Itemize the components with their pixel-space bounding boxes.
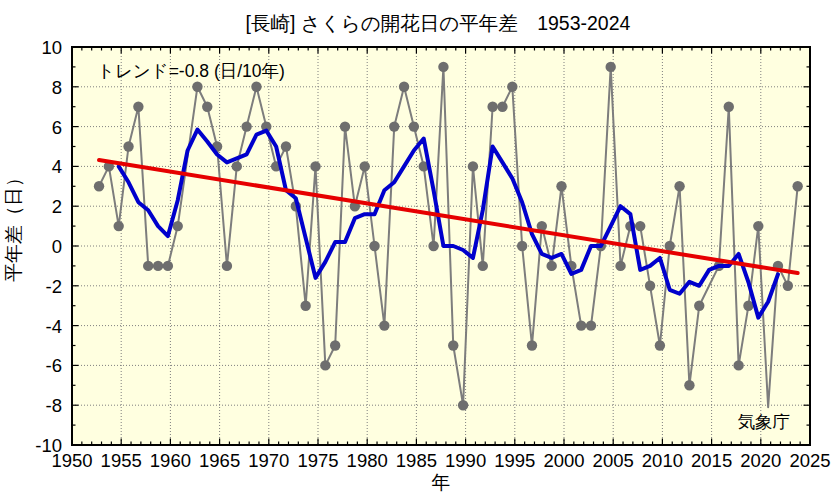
annual-marker [615,261,625,271]
annual-marker [497,102,507,112]
annual-marker [340,121,350,131]
y-tick-label: 10 [41,37,62,58]
x-tick-label: 1985 [396,450,437,471]
x-tick-label: 1970 [248,450,289,471]
annual-marker [389,121,399,131]
annual-marker [222,261,232,271]
annual-marker [173,221,183,231]
annual-marker [320,360,330,370]
y-tick-label: -2 [46,276,62,297]
annual-marker [507,82,517,92]
x-tick-label: 2020 [740,450,781,471]
annual-marker [586,320,596,330]
annual-marker [143,261,153,271]
annual-marker [458,400,468,410]
annual-marker [753,221,763,231]
x-tick-label: 1990 [445,450,486,471]
annual-marker [468,161,478,171]
y-tick-label: 8 [52,77,62,98]
agency-watermark: 気象庁 [738,412,791,432]
x-tick-label: 1965 [199,450,240,471]
x-tick-label: 2000 [543,450,584,471]
annual-marker [232,161,242,171]
x-tick-label: 1955 [101,450,142,471]
annual-marker [300,301,310,311]
x-tick-label: 2025 [789,450,830,471]
annual-marker [792,181,802,191]
annual-marker [783,281,793,291]
annual-marker [379,320,389,330]
annual-marker [202,102,212,112]
annual-marker [478,261,488,271]
annual-marker [153,261,163,271]
annual-marker [684,380,694,390]
x-tick-label: 1995 [494,450,535,471]
annual-marker [409,121,419,131]
annual-marker [556,181,566,191]
x-tick-label: 2005 [593,450,634,471]
chart-figure: -10-8-6-4-202468101950195519601965197019… [0,0,833,498]
annual-marker [606,62,616,72]
annual-marker [281,141,291,151]
annual-marker [251,82,261,92]
annual-marker [527,340,537,350]
annual-marker [576,320,586,330]
annual-marker [192,82,202,92]
x-tick-label: 1980 [347,450,388,471]
y-tick-label: -4 [46,316,62,337]
annual-marker [655,340,665,350]
annual-marker [674,181,684,191]
annual-marker [546,261,556,271]
annual-marker [645,281,655,291]
plot-canvas: -10-8-6-4-202468101950195519601965197019… [0,0,833,498]
annual-marker [94,181,104,191]
annual-marker [241,121,251,131]
x-tick-label: 1960 [150,450,191,471]
annual-marker [428,241,438,251]
annual-marker [310,161,320,171]
annual-marker [517,241,527,251]
y-tick-label: -8 [46,395,62,416]
x-axis-label: 年 [432,472,451,493]
chart-title: [長崎] さくらの開花日の平年差 1953-2024 [246,12,631,34]
annual-marker [399,82,409,92]
y-tick-label: -6 [46,355,62,376]
annual-marker [123,141,133,151]
x-tick-label: 1975 [297,450,338,471]
annual-marker [163,261,173,271]
trend-annotation: トレンド=-0.8 (日/10年) [97,61,285,81]
annual-marker [694,301,704,311]
annual-marker [724,102,734,112]
y-tick-label: 2 [52,196,62,217]
annual-marker [635,221,645,231]
annual-marker [487,102,497,112]
y-tick-label: 0 [52,236,62,257]
annual-marker [438,62,448,72]
y-tick-label: 6 [52,117,62,138]
annual-marker [665,241,675,251]
plot-background-layer: -10-8-6-4-202468101950195519601965197019… [35,37,830,471]
annual-marker [360,161,370,171]
annual-marker [133,102,143,112]
y-axis-label: 平年差（日） [3,168,24,282]
annual-marker [369,241,379,251]
x-tick-label: 2010 [642,450,683,471]
annual-marker [114,221,124,231]
annual-marker [733,360,743,370]
y-tick-label: 4 [52,156,62,177]
x-tick-label: 2015 [691,450,732,471]
annual-marker [330,340,340,350]
annual-marker [448,340,458,350]
x-tick-label: 1950 [51,450,92,471]
